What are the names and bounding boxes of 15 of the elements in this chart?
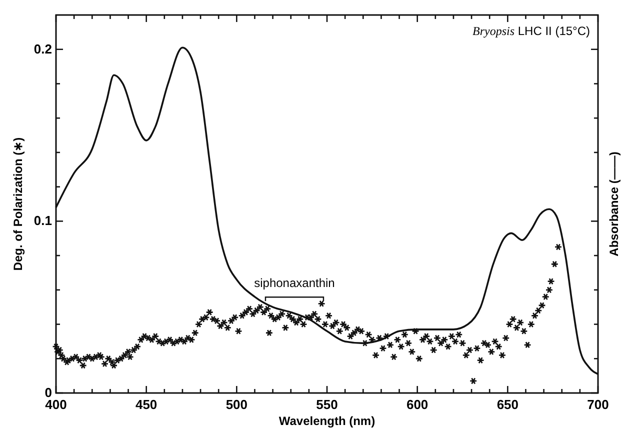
y-axis-title: Deg. of Polarization (∗) [11, 137, 25, 271]
x-tick-label: 600 [406, 397, 428, 412]
x-tick-label: 500 [226, 397, 248, 412]
annotation: siphonaxanthin [254, 276, 335, 290]
x-tick-label: 550 [316, 397, 338, 412]
x-axis-title: Wavelength (nm) [278, 414, 376, 428]
y2-axis-title: Absorbance (——) [607, 152, 621, 256]
text: Bryopsis LHC II (15°C) [472, 24, 590, 38]
x-tick-label: 700 [587, 397, 609, 412]
x-tick-label: 650 [496, 397, 519, 412]
x-tick-label: 450 [135, 397, 158, 412]
x-tick-label: 400 [45, 397, 67, 412]
y-tick-label: 0 [44, 385, 52, 400]
y-tick-label: 0.2 [34, 41, 52, 56]
y-tick-label: 0.1 [34, 213, 52, 228]
